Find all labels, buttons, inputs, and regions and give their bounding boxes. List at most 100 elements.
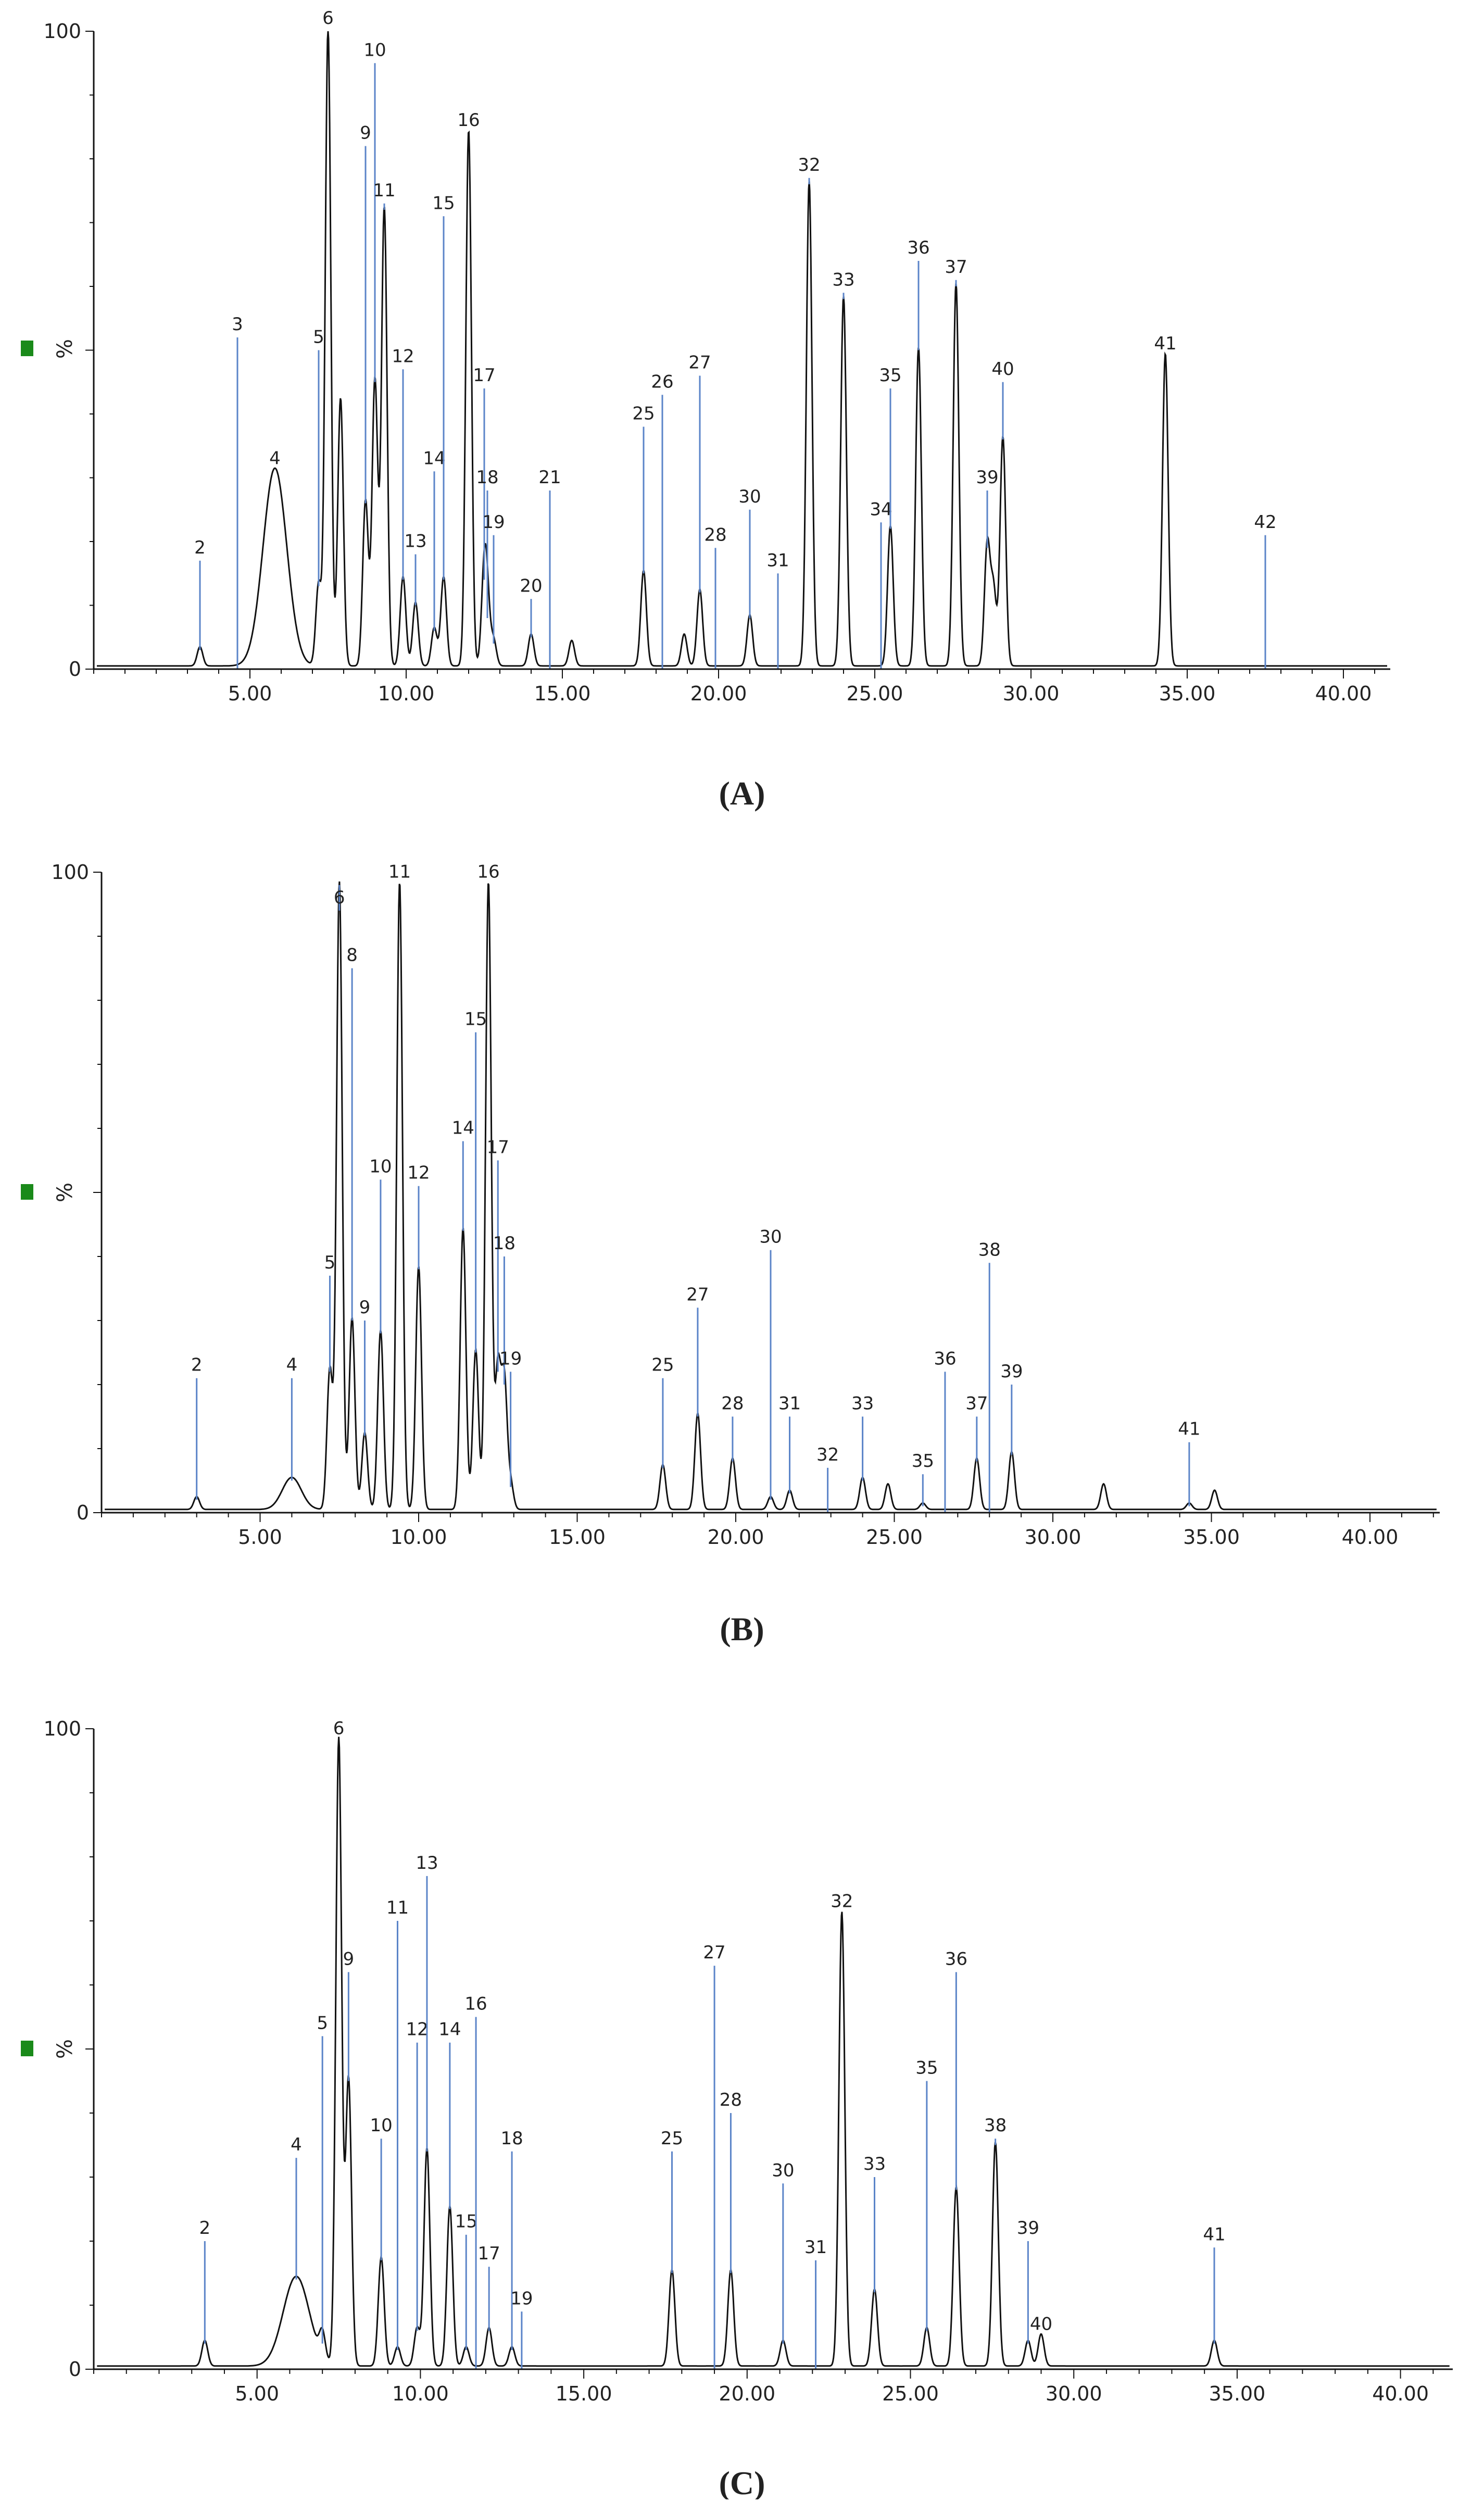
peak-label: 38 — [984, 2115, 1007, 2136]
x-tick-label: 30.00 — [1046, 2382, 1102, 2405]
peak-label: 42 — [1254, 512, 1276, 533]
peak-label: 5 — [317, 2013, 328, 2033]
peak-label: 5 — [324, 1252, 336, 1273]
peak-label: 11 — [373, 180, 395, 201]
peak-label: 39 — [1000, 1361, 1023, 1382]
peak-label: 41 — [1203, 2224, 1225, 2245]
chromatogram-trace — [97, 1737, 1450, 2367]
peak-label: 9 — [360, 123, 371, 144]
peak-label: 34 — [870, 499, 892, 520]
peak-label: 17 — [478, 2243, 500, 2264]
peak-label: 28 — [704, 524, 726, 545]
x-tick-label: 10.00 — [378, 682, 435, 705]
peak-label: 31 — [804, 2237, 827, 2258]
peak-label: 21 — [538, 467, 561, 488]
peak-label: 14 — [452, 1118, 474, 1139]
peak-label: 18 — [500, 2128, 523, 2149]
peak-label: 33 — [851, 1393, 874, 1414]
x-tick-label: 35.00 — [1159, 682, 1216, 705]
peak-label: 13 — [404, 531, 426, 552]
x-tick-label: 15.00 — [549, 1526, 606, 1549]
peak-label: 12 — [406, 2019, 428, 2040]
panel-caption: (C) — [719, 2465, 765, 2499]
peak-label: 33 — [832, 269, 854, 290]
peak-label: 10 — [370, 2115, 392, 2136]
x-tick-label: 5.00 — [235, 2382, 279, 2405]
peak-label: 15 — [432, 193, 455, 213]
legend-square — [21, 1184, 33, 1200]
peak-label: 18 — [476, 467, 498, 488]
x-tick-label: 5.00 — [228, 682, 272, 705]
peak-label: 37 — [945, 257, 967, 278]
peak-label: 14 — [438, 2019, 461, 2040]
x-tick-label: 20.00 — [690, 682, 747, 705]
peak-label: 36 — [934, 1348, 956, 1369]
x-tick-label: 35.00 — [1183, 1526, 1240, 1549]
y-axis-label: % — [53, 339, 77, 359]
peak-label: 20 — [520, 575, 542, 596]
peak-label: 38 — [978, 1239, 1001, 1260]
peak-label: 27 — [703, 1942, 725, 1963]
peak-label: 36 — [945, 1948, 967, 1969]
peak-label: 2 — [199, 2218, 210, 2239]
peak-label: 35 — [912, 1451, 934, 1472]
peak-label: 11 — [388, 862, 411, 883]
legend-square — [21, 2041, 33, 2056]
peak-label: 6 — [334, 887, 345, 908]
peak-label: 2 — [191, 1355, 203, 1376]
y-axis-label: % — [53, 1183, 77, 1202]
peak-label: 8 — [346, 945, 358, 966]
chromatogram-panel: 2345691011121314151617181920212526272830… — [21, 8, 1390, 812]
peak-label: 13 — [416, 1853, 438, 1874]
peak-label: 15 — [455, 2211, 477, 2232]
panel-caption: (A) — [719, 775, 765, 812]
peak-label: 26 — [651, 371, 673, 392]
peak-label: 4 — [269, 448, 281, 469]
peak-label: 32 — [831, 1891, 853, 1912]
peak-label: 3 — [232, 314, 243, 335]
peak-label: 10 — [363, 40, 386, 60]
x-tick-label: 15.00 — [556, 2382, 612, 2405]
x-tick-label: 20.00 — [719, 2382, 775, 2405]
peak-label: 16 — [457, 110, 480, 131]
peak-label: 14 — [423, 448, 445, 469]
x-tick-label: 35.00 — [1209, 2382, 1266, 2405]
x-tick-label: 30.00 — [1025, 1526, 1081, 1549]
peak-label: 9 — [359, 1297, 371, 1318]
peak-label: 41 — [1178, 1419, 1200, 1440]
y-axis-label: % — [53, 2039, 77, 2059]
peak-label: 28 — [721, 1393, 744, 1414]
peak-label: 12 — [392, 346, 414, 367]
x-tick-label: 25.00 — [882, 2382, 939, 2405]
peak-label: 6 — [322, 8, 334, 29]
peak-label: 4 — [291, 2134, 302, 2155]
peak-label: 19 — [499, 1348, 522, 1369]
x-tick-label: 10.00 — [392, 2382, 449, 2405]
peak-label: 30 — [772, 2160, 794, 2181]
y-tick-label: 0 — [77, 1501, 89, 1524]
x-tick-label: 40.00 — [1342, 1526, 1399, 1549]
x-tick-label: 40.00 — [1372, 2382, 1429, 2405]
peak-label: 35 — [879, 365, 901, 386]
peak-label: 10 — [369, 1156, 392, 1177]
peak-label: 35 — [915, 2058, 938, 2079]
x-tick-label: 15.00 — [534, 682, 591, 705]
peak-label: 39 — [1017, 2218, 1039, 2239]
peak-label: 25 — [632, 404, 655, 424]
y-tick-label: 0 — [69, 658, 81, 681]
peak-label: 27 — [688, 353, 711, 373]
peak-label: 25 — [661, 2128, 683, 2149]
peak-label: 12 — [407, 1163, 430, 1184]
x-tick-label: 40.00 — [1315, 682, 1372, 705]
peak-label: 39 — [976, 467, 998, 488]
peak-label: 36 — [907, 237, 929, 258]
peak-label: 40 — [991, 359, 1014, 380]
peak-label: 5 — [313, 327, 324, 348]
peak-label: 18 — [493, 1233, 515, 1254]
x-tick-label: 5.00 — [238, 1526, 282, 1549]
peak-label: 17 — [487, 1137, 509, 1158]
peak-label: 11 — [386, 1897, 409, 1918]
x-tick-label: 25.00 — [866, 1526, 923, 1549]
peak-label: 15 — [464, 1009, 487, 1030]
